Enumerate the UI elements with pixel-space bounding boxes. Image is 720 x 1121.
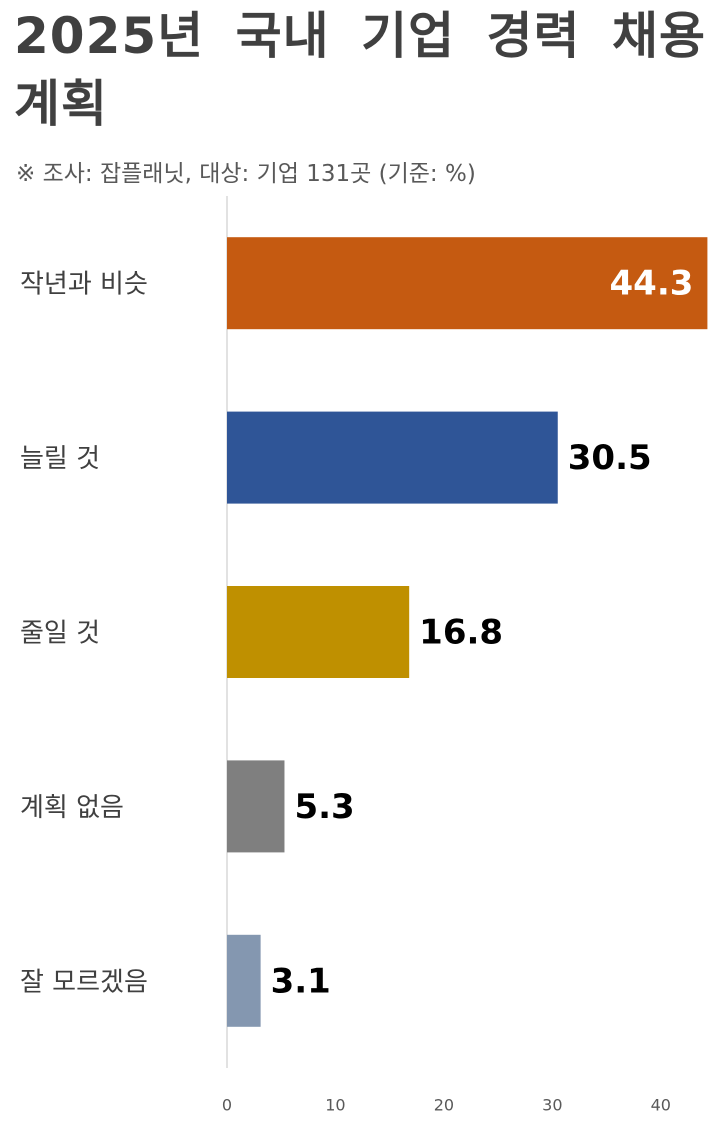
chart-title: 2025년 국내 기업 경력 채용 계획 (14, 7, 706, 133)
y-tick-label: 잘 모르겠음 (20, 967, 148, 997)
bar (227, 237, 708, 330)
bar (227, 934, 261, 1027)
x-tick-label: 40 (651, 1096, 671, 1115)
y-tick-label: 늘릴 것 (20, 444, 100, 474)
value-label: 44.3 (610, 264, 694, 304)
y-tick-label: 계획 없음 (20, 793, 124, 823)
y-tick-label: 줄일 것 (20, 619, 100, 649)
bar (227, 760, 285, 853)
value-label: 3.1 (271, 961, 331, 1001)
value-label: 16.8 (419, 613, 503, 653)
y-tick-label: 작년과 비슷 (20, 270, 148, 300)
x-tick-label: 10 (325, 1096, 345, 1115)
x-tick-label: 0 (222, 1096, 232, 1115)
value-label: 30.5 (568, 438, 652, 478)
x-tick-label: 30 (542, 1096, 562, 1115)
chart-subtitle: ※ 조사: 잡플래닛, 대상: 기업 131곳 (기준: %) (16, 161, 476, 187)
bar (227, 411, 558, 504)
x-tick-label: 20 (434, 1096, 454, 1115)
value-label: 5.3 (294, 787, 354, 827)
bar (227, 586, 410, 678)
